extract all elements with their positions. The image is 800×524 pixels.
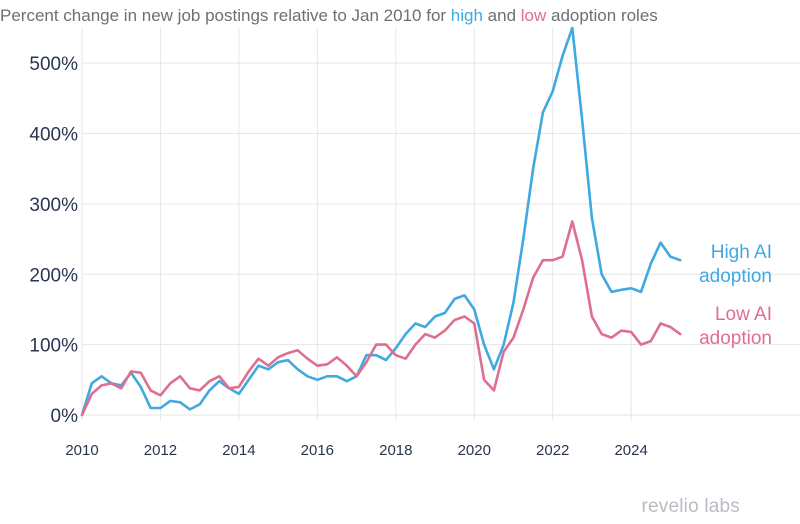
x-tick-label: 2016: [301, 442, 334, 459]
x-tick-label: 2014: [222, 442, 255, 459]
y-tick-label: 100%: [29, 336, 78, 357]
y-tick-label: 300%: [29, 195, 78, 216]
series-labels: High AI adoption Low AI adoption: [699, 242, 772, 349]
series-label: adoption: [699, 266, 772, 287]
x-tick-label: 2018: [379, 442, 412, 459]
title-suffix: adoption roles: [546, 6, 658, 25]
series-label: Low AI: [715, 304, 772, 325]
x-tick-label: 2020: [458, 442, 491, 459]
y-tick-label: 0%: [51, 406, 79, 427]
x-tick-label: 2012: [144, 442, 177, 459]
y-tick-label: 500%: [29, 54, 78, 75]
y-tick-label: 400%: [29, 125, 78, 146]
x-tick-label: 2022: [536, 442, 569, 459]
x-axis-ticks: 2010 2012 2014 2016 2018 2020 2022 2024: [65, 442, 648, 459]
y-axis-ticks: 0% 100% 200% 300% 400% 500%: [29, 54, 78, 427]
title-prefix: Percent change in new job postings relat…: [0, 6, 451, 25]
title-middle: and: [482, 6, 521, 25]
gridlines: [81, 28, 800, 420]
series-label: adoption: [699, 328, 772, 349]
series-line-high: [80, 26, 682, 417]
x-tick-label: 2024: [614, 442, 647, 459]
y-tick-label: 200%: [29, 265, 78, 286]
series-lines: [80, 26, 682, 417]
series-line-low: [80, 220, 682, 417]
series-label: High AI: [711, 242, 772, 263]
title-low-word: low: [520, 6, 547, 25]
revelio-labs-logo: revelio labs: [641, 496, 740, 517]
x-tick-label: 2010: [65, 442, 98, 459]
title-high-word: high: [450, 6, 483, 25]
chart-title: Percent change in new job postings relat…: [0, 6, 658, 26]
